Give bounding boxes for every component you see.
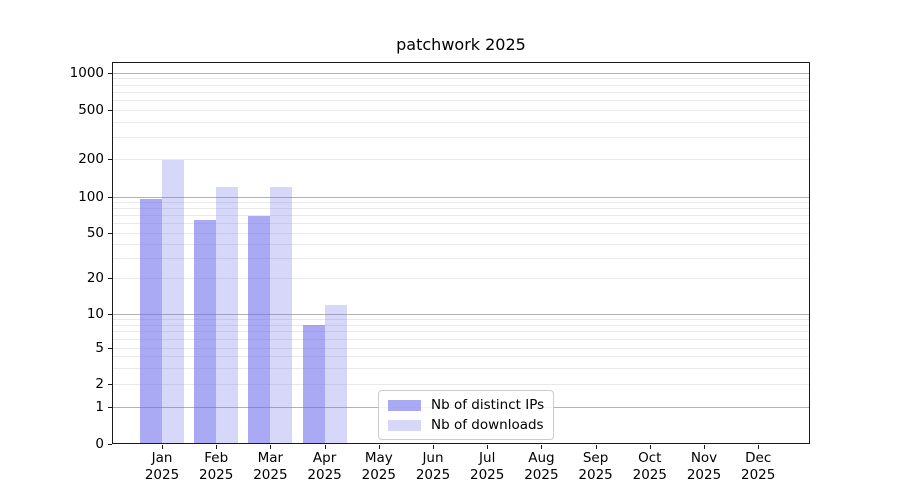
- gridline-minor: [112, 331, 810, 333]
- y-tick-mark: [108, 110, 112, 111]
- y-tick-label: 50: [86, 225, 104, 241]
- x-tick-label: Jul 2025: [470, 450, 505, 483]
- gridline-minor: [112, 208, 810, 210]
- gridline-minor: [112, 137, 810, 139]
- gridline-minor: [112, 91, 810, 93]
- gridline-minor: [112, 233, 810, 234]
- y-tick-mark: [108, 233, 112, 234]
- y-tick-mark: [108, 314, 112, 315]
- y-tick-mark: [108, 407, 112, 408]
- gridline-minor: [112, 319, 810, 321]
- gridline-minor: [112, 244, 810, 245]
- legend-row-distinct-ips: Nb of distinct IPs: [388, 395, 544, 415]
- plot-area: [112, 62, 810, 444]
- gridline-minor: [112, 338, 810, 340]
- gridline-minor: [112, 100, 810, 102]
- gridline-major: [112, 196, 810, 198]
- x-tick-mark: [216, 445, 218, 449]
- gridline-minor: [112, 202, 810, 204]
- y-tick-mark: [108, 444, 112, 445]
- gridline-minor: [112, 347, 810, 349]
- x-tick-mark: [649, 445, 651, 449]
- y-tick-label: 500: [78, 102, 104, 118]
- gridline-minor: [112, 384, 810, 385]
- y-tick-mark: [108, 278, 112, 279]
- y-tick-label: 200: [78, 151, 104, 167]
- x-tick-mark: [595, 445, 597, 449]
- x-tick-mark: [324, 445, 326, 449]
- x-tick-mark: [270, 445, 272, 449]
- legend-label-downloads: Nb of downloads: [431, 417, 544, 433]
- x-tick-label: Nov 2025: [686, 450, 722, 483]
- x-tick-mark: [704, 445, 705, 449]
- y-tick-label: 1000: [69, 64, 104, 81]
- gridline-minor: [112, 78, 810, 80]
- y-tick-label: 20: [86, 270, 104, 286]
- gridline-minor: [112, 324, 810, 326]
- gridline-minor: [112, 223, 810, 225]
- x-tick-mark: [487, 445, 489, 449]
- bar-nb-of-downloads-apr-2025: [324, 304, 347, 444]
- y-tick-label: 10: [86, 306, 104, 322]
- x-tick-label: May 2025: [361, 450, 396, 483]
- y-tick-label: 1: [95, 399, 104, 415]
- x-tick-mark: [378, 445, 380, 449]
- x-tick-label: Apr 2025: [307, 450, 342, 483]
- bar-nb-of-downloads-jan-2025: [162, 160, 184, 444]
- bar-nb-of-distinct-ips-feb-2025: [194, 220, 217, 444]
- chart-title: patchwork 2025: [396, 35, 526, 54]
- bar-nb-of-distinct-ips-jan-2025: [140, 199, 162, 444]
- legend-swatch-distinct-ips: [388, 399, 421, 411]
- gridline-minor: [112, 215, 810, 217]
- x-tick-label: Aug 2025: [524, 450, 559, 483]
- gridline-minor: [112, 121, 810, 123]
- x-tick-label: Dec 2025: [741, 450, 776, 483]
- legend-swatch-downloads: [388, 419, 421, 431]
- gridline-minor: [112, 159, 810, 160]
- gridline-minor: [112, 278, 810, 279]
- gridline-minor: [112, 367, 810, 369]
- bar-nb-of-downloads-mar-2025: [270, 186, 293, 444]
- legend: Nb of distinct IPs Nb of downloads: [378, 390, 555, 440]
- y-tick-label: 0: [95, 436, 104, 452]
- y-tick-mark: [108, 196, 112, 198]
- y-tick-mark: [108, 347, 112, 349]
- x-tick-mark: [433, 445, 434, 449]
- gridline-major: [112, 72, 810, 74]
- gridline-minor: [112, 356, 810, 358]
- legend-label-distinct-ips: Nb of distinct IPs: [431, 397, 545, 413]
- bar-nb-of-distinct-ips-mar-2025: [248, 216, 271, 444]
- gridline-major: [112, 314, 810, 315]
- y-tick-mark: [108, 384, 112, 385]
- x-tick-label: Jun 2025: [415, 450, 451, 483]
- x-tick-label: Sep 2025: [578, 450, 613, 483]
- y-tick-label: 2: [95, 376, 104, 392]
- x-tick-mark: [758, 445, 760, 449]
- bar-nb-of-distinct-ips-apr-2025: [302, 324, 325, 444]
- x-tick-label: Feb 2025: [199, 450, 234, 483]
- y-tick-mark: [108, 159, 112, 160]
- y-tick-label: 5: [95, 339, 104, 356]
- bar-nb-of-downloads-feb-2025: [216, 186, 239, 444]
- x-tick-label: Mar 2025: [253, 450, 288, 483]
- legend-row-downloads: Nb of downloads: [388, 415, 544, 435]
- gridline-minor: [112, 110, 810, 111]
- y-tick-label: 100: [78, 188, 104, 205]
- x-tick-label: Oct 2025: [632, 450, 667, 483]
- x-tick-mark: [162, 445, 163, 449]
- x-tick-mark: [541, 445, 543, 449]
- y-tick-mark: [108, 72, 112, 74]
- gridline-minor: [112, 84, 810, 86]
- gridline-minor: [112, 258, 810, 260]
- x-tick-label: Jan 2025: [144, 450, 180, 483]
